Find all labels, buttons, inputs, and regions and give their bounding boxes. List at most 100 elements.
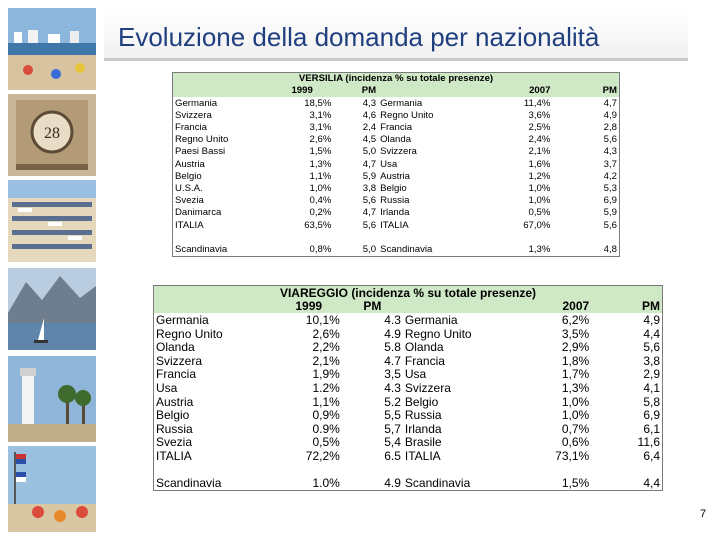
cell: 63,5% (304, 219, 332, 231)
cell: 5,4 (384, 435, 401, 450)
cell: 0,5% (528, 207, 551, 219)
cell: 4.7 (384, 353, 401, 368)
table-title-row: VERSILIA (incidenza % su totale presenze… (172, 72, 620, 86)
cell: Usa (380, 158, 398, 170)
cell: 5,9 (362, 170, 377, 182)
cell: 0,4% (309, 195, 332, 207)
table-row: Germania 18,5% 4,3 Germania 11,4% 4,7 (173, 97, 620, 109)
cell: Germania (404, 312, 458, 327)
table-row: Belgio 1,1% 5,9 Austria 1,2% 4,2 (173, 171, 620, 183)
cell: Svizzera (404, 380, 451, 395)
cell: ITALIA (175, 219, 204, 231)
page-title: Evoluzione della domanda per nazionalità (118, 22, 600, 52)
cell: Scandinavia (156, 476, 222, 491)
table-row: Regno Unito 2,6% 4.9 Regno Unito 3,5% 4,4 (154, 327, 663, 341)
cell: 4,2 (603, 170, 617, 182)
cell: 4,7 (603, 97, 617, 109)
cell: 2,6% (312, 326, 340, 341)
cell: 2,9% (561, 340, 590, 355)
cell: Belgio (175, 170, 202, 182)
cell: 3,1% (309, 122, 332, 134)
cell: 4,9 (603, 109, 617, 121)
viareggio-table: VIAREGGIO (incidenza % su totale presenz… (153, 285, 663, 491)
mountains-sailboat-image (8, 268, 96, 350)
cell: 5,6 (362, 219, 377, 231)
cell: 4,3 (362, 97, 377, 109)
cell: Regno Unito (175, 134, 229, 146)
beach-umbrellas-image (8, 180, 96, 262)
cell: 5,6 (643, 340, 660, 355)
versilia-title: VERSILIA (incidenza % su totale presenze… (172, 72, 620, 86)
cell: Austria (156, 394, 194, 409)
cell: Svizzera (175, 109, 212, 121)
cell: 1,1% (309, 170, 332, 182)
year-b-header: 2007 (485, 85, 553, 98)
cell: Francia (380, 122, 413, 134)
cell: 4.9 (384, 326, 401, 341)
cell: ITALIA (380, 219, 409, 231)
cell: Svezia (175, 195, 204, 207)
cell: 4,5 (362, 134, 377, 146)
cell: 5,7 (384, 421, 401, 436)
cell: 3,6% (528, 109, 551, 121)
cell: 1,3% (561, 380, 590, 395)
cell: 1,2% (528, 170, 551, 182)
cell: Germania (380, 97, 423, 109)
table-row: ITALIA 63,5% 5,6 ITALIA 67,0% 5,6 (173, 219, 620, 231)
lighthouse-palms-image (8, 356, 96, 442)
cell: 4,7 (362, 158, 377, 170)
year-a-header: 1999 (275, 299, 342, 314)
cell: 3,1% (309, 109, 332, 121)
cell: 5,0 (362, 243, 377, 255)
cell: 4,7 (362, 207, 377, 219)
cell: 5,5 (384, 408, 401, 423)
cell: ITALIA (156, 448, 192, 463)
cell: 5.8 (384, 340, 401, 355)
table-row: Francia 1,9% 3,5 Usa 1,7% 2,9 (154, 368, 663, 382)
cell: 1,1% (312, 394, 340, 409)
cell: Paesi Bassi (175, 146, 226, 158)
cell: 5,0 (362, 146, 377, 158)
table-row: Belgio 0,9% 5,5 Russia 1,0% 6,9 (154, 408, 663, 422)
footer-row: Scandinavia 0,8% 5,0 Scandinavia 1,3% 4,… (173, 244, 620, 257)
cell: 1.2% (312, 380, 340, 395)
pm-a-header: PM (333, 85, 379, 98)
cell: Regno Unito (404, 326, 472, 341)
table-row: Francia 3,1% 2,4 Francia 2,5% 2,8 (173, 122, 620, 134)
cell: 4.3 (384, 380, 401, 395)
cell: 3,8 (362, 182, 377, 194)
cell: 4.3 (384, 312, 401, 327)
cell: 1,0% (528, 182, 551, 194)
pm-a-header: PM (341, 299, 403, 314)
cell: Francia (175, 122, 207, 134)
table-row: Svezia 0,5% 5,4 Brasile 0,6% 11,6 (154, 436, 663, 450)
cell: 11,6 (637, 435, 660, 450)
table-row: Svezia 0,4% 5,6 Russia 1,0% 6,9 (173, 195, 620, 207)
year-b-header: 2007 (519, 299, 592, 314)
cell: 2,4 (362, 122, 377, 134)
cell: 72,2% (305, 448, 340, 463)
cell: 6,9 (603, 195, 617, 207)
cell: Olanda (404, 340, 444, 355)
table-header-row: 1999 PM 2007 PM (172, 85, 620, 98)
flags-beach-image (8, 446, 96, 532)
cell: 1,7% (561, 367, 590, 382)
cell: 0,6% (561, 435, 590, 450)
cell: 1.0% (312, 476, 340, 491)
cell: Austria (380, 170, 410, 182)
cell: 2,6% (309, 134, 332, 146)
cell: 1,6% (528, 158, 551, 170)
cell: Belgio (156, 408, 190, 423)
viareggio-title: VIAREGGIO (incidenza % su totale presenz… (153, 285, 663, 300)
cell: 5,8 (643, 394, 660, 409)
cell: 4,6 (362, 109, 377, 121)
cell: 6,9 (643, 408, 660, 423)
cell: 0,8% (309, 243, 332, 255)
cell: 4,4 (643, 326, 660, 341)
cell: 2,1% (528, 146, 551, 158)
cell: 0.9% (312, 421, 340, 436)
cell: Irlanda (404, 421, 442, 436)
cell: Belgio (380, 182, 407, 194)
cell: 2,4% (528, 134, 551, 146)
cell: 2,8 (603, 122, 617, 134)
